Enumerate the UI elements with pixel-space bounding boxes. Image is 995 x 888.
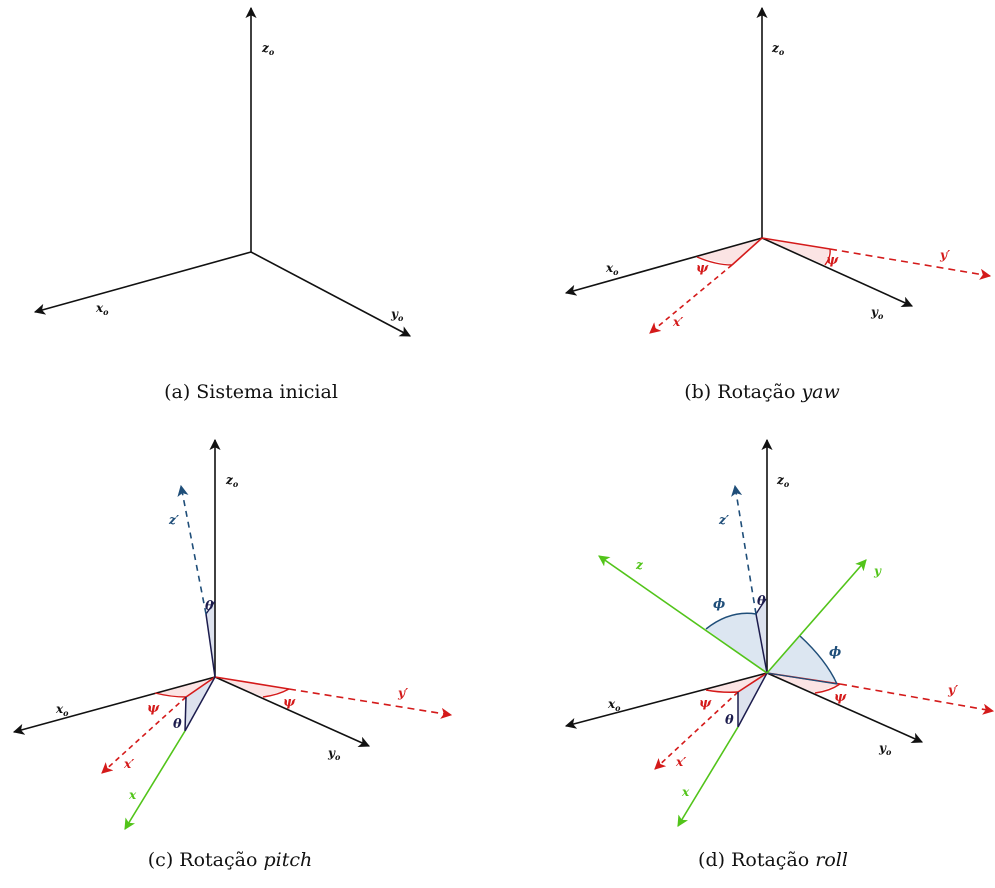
label-phi-y: ϕ [829, 645, 841, 660]
label-x-prime: x′ [672, 315, 684, 329]
label-y0: yo [878, 741, 892, 757]
panel-d: zo xo yo x′ y′ z′ x y z ϕ ϕ ψ ψ θ θ (d) … [564, 438, 995, 871]
label-psi-y: ψ [283, 695, 296, 710]
label-psi-x: ψ [147, 701, 160, 716]
label-x-prime: x′ [123, 757, 135, 771]
label-theta-z: θ [757, 594, 766, 609]
panel-b: zo xo yo x′ y′ ψ ψ (b) Rotação yaw [564, 6, 992, 403]
label-y-prime: y′ [939, 248, 951, 262]
label-theta-x: θ [173, 717, 182, 732]
label-y0: yo [327, 746, 341, 762]
label-y0: yo [870, 305, 884, 321]
caption-c: (c) Rotação pitch [148, 849, 312, 871]
axis-x [677, 726, 739, 827]
axis-y0 [761, 237, 914, 307]
axis-y0 [214, 676, 371, 747]
label-psi-x: ψ [696, 261, 709, 276]
phi-arc-y [799, 635, 838, 685]
label-x: x [681, 785, 690, 799]
psi-arc-y [262, 688, 290, 698]
z-prime-solid [205, 613, 216, 678]
phi-arc-z [705, 612, 757, 630]
axis-x0 [33, 251, 252, 315]
phi-sector-y [767, 636, 837, 684]
psi-wedge-x [155, 677, 215, 697]
label-z-prime: z′ [718, 513, 730, 527]
label-z-prime: z′ [168, 513, 180, 527]
axis-y0 [766, 672, 924, 744]
label-y-prime: y′ [947, 683, 959, 697]
axis-x-prime-solid [731, 237, 763, 266]
label-theta-z: θ [205, 599, 214, 614]
psi-arc-y [824, 248, 831, 266]
label-z0: zo [776, 473, 790, 489]
axis-y-prime-solid [214, 676, 290, 690]
axis-x0 [564, 672, 768, 729]
axis-y-prime-solid [761, 237, 831, 250]
psi-arc-x [705, 689, 739, 693]
label-x-prime: x′ [675, 755, 687, 769]
label-phi-z: ϕ [713, 597, 725, 612]
label-z0: zo [261, 41, 275, 57]
axis-z-prime [731, 484, 757, 615]
axis-y-prime [829, 248, 992, 280]
caption-d: (d) Rotação roll [698, 849, 848, 871]
theta-arc-z [755, 598, 767, 615]
caption-b: (b) Rotação yaw [684, 381, 840, 403]
label-x0: xo [55, 702, 69, 718]
axis-x-prime [654, 691, 739, 770]
axis-z-prime [177, 484, 207, 615]
theta-edge-x [184, 696, 187, 732]
label-y: y [873, 564, 882, 578]
axis-y0 [250, 251, 411, 337]
psi-wedge-y [767, 673, 840, 693]
x-projection-line [184, 676, 216, 732]
axis-y-prime [839, 683, 995, 715]
label-x0: xo [605, 261, 619, 277]
label-psi-x: ψ [699, 696, 712, 711]
axis-x0 [564, 237, 763, 296]
label-z0: zo [771, 41, 785, 57]
psi-wedge-x [697, 238, 762, 265]
x-projection-line [737, 672, 768, 728]
panel-c: zo xo yo x′ y′ z′ x ψ ψ θ θ (c) Rotação … [12, 438, 453, 871]
phi-edge-y [766, 672, 838, 685]
axis-y [766, 559, 867, 674]
label-y-prime: y′ [397, 686, 409, 700]
phi-sector-z [706, 613, 767, 673]
psi-wedge-y [762, 238, 830, 265]
label-z: z [635, 558, 644, 572]
label-y0: yo [390, 307, 404, 323]
psi-wedge-y [215, 677, 289, 697]
label-theta-x: θ [725, 713, 734, 728]
axis-x-prime [101, 696, 187, 774]
label-x: x [128, 788, 137, 802]
axis-x-prime-solid [737, 672, 768, 693]
caption-a: (a) Sistema inicial [164, 381, 338, 403]
label-psi-y: ψ [834, 690, 847, 705]
z-prime-solid [755, 613, 768, 674]
label-x0: xo [95, 301, 109, 317]
label-psi-y: ψ [826, 253, 839, 268]
panel-a: zo xo yo (a) Sistema inicial [33, 6, 411, 403]
psi-arc-x [696, 256, 733, 266]
axis-x-prime-solid [185, 676, 216, 698]
label-x0: xo [607, 697, 621, 713]
axis-y-prime [288, 688, 453, 719]
axis-x [124, 730, 186, 830]
axis-z [598, 555, 768, 674]
axis-x0 [12, 676, 216, 735]
theta-arc-z [205, 600, 216, 615]
psi-arc-y [814, 683, 841, 694]
psi-arc-x [154, 692, 187, 698]
label-z0: zo [225, 473, 239, 489]
axis-x-prime [649, 264, 733, 334]
